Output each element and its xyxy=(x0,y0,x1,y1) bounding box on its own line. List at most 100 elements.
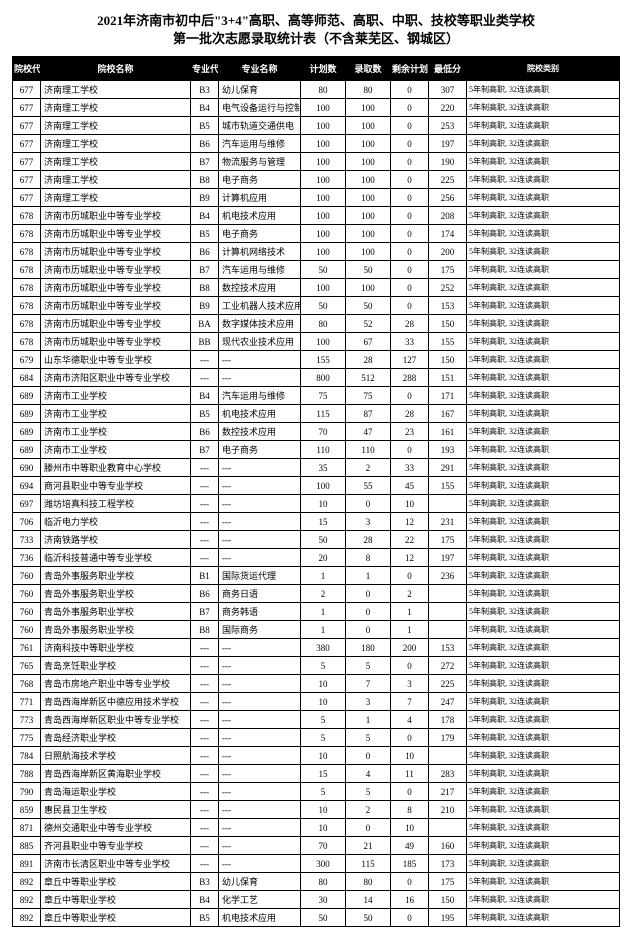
table-row: 775青岛经济职业学校------5501795年制高职, 32连读高职 xyxy=(13,729,620,747)
cell: B4 xyxy=(191,99,219,117)
header-major-code: 专业代码 xyxy=(191,57,219,81)
cell: 7 xyxy=(346,675,391,693)
cell: 济南市工业学校 xyxy=(41,423,191,441)
cell: 100 xyxy=(301,243,346,261)
table-row: 788青岛西海岸新区黄海职业学校------154112835年制高职, 32连… xyxy=(13,765,620,783)
cell: 青岛经济职业学校 xyxy=(41,729,191,747)
cell: --- xyxy=(219,801,301,819)
cell: 174 xyxy=(429,225,467,243)
cell: 87 xyxy=(346,405,391,423)
cell: 5年制高职, 32连读高职 xyxy=(467,261,620,279)
cell: 计算机网络技术 xyxy=(219,243,301,261)
cell: 180 xyxy=(346,639,391,657)
cell: 678 xyxy=(13,315,41,333)
cell: 1 xyxy=(346,711,391,729)
cell: B5 xyxy=(191,909,219,927)
cell: 10 xyxy=(391,747,429,765)
table-row: 678济南市历城职业中等专业学校B9工业机器人技术应用505001535年制高职… xyxy=(13,297,620,315)
admission-table: 院校代码 院校名称 专业代码 专业名称 计划数 录取数 剩余计划 最低分 院校类… xyxy=(12,56,620,927)
cell: 115 xyxy=(346,855,391,873)
cell: 国际货运代理 xyxy=(219,567,301,585)
cell: 0 xyxy=(391,279,429,297)
cell: 现代农业技术应用 xyxy=(219,333,301,351)
header-admit: 录取数 xyxy=(346,57,391,81)
table-row: 677济南理工学校B8电子商务10010002255年制高职, 32连读高职 xyxy=(13,171,620,189)
cell: 678 xyxy=(13,243,41,261)
header-remain: 剩余计划 xyxy=(391,57,429,81)
table-row: 859惠民县卫生学校------10282105年制高职, 32连读高职 xyxy=(13,801,620,819)
cell: 0 xyxy=(391,387,429,405)
cell: --- xyxy=(191,783,219,801)
cell: 197 xyxy=(429,549,467,567)
cell: 5年制高职, 32连读高职 xyxy=(467,351,620,369)
cell: 0 xyxy=(391,135,429,153)
cell: 章丘中等职业学校 xyxy=(41,873,191,891)
cell: 临沂科技普通中等专业学校 xyxy=(41,549,191,567)
cell: 80 xyxy=(301,873,346,891)
cell: 690 xyxy=(13,459,41,477)
cell: 5年制高职, 32连读高职 xyxy=(467,513,620,531)
cell: 52 xyxy=(346,315,391,333)
cell: 12 xyxy=(391,513,429,531)
cell: 155 xyxy=(301,351,346,369)
cell: 512 xyxy=(346,369,391,387)
cell: 892 xyxy=(13,909,41,927)
table-row: 678济南市历城职业中等专业学校B8数控技术应用10010002525年制高职,… xyxy=(13,279,620,297)
cell: 商务日语 xyxy=(219,585,301,603)
cell: 100 xyxy=(301,189,346,207)
cell: 28 xyxy=(391,315,429,333)
cell: 5年制高职, 32连读高职 xyxy=(467,279,620,297)
cell: 5年制高职, 32连读高职 xyxy=(467,585,620,603)
cell: 5年制高职, 32连读高职 xyxy=(467,747,620,765)
cell: 694 xyxy=(13,477,41,495)
cell: 100 xyxy=(346,153,391,171)
cell: 0 xyxy=(391,171,429,189)
table-row: 678济南市历城职业中等专业学校BB现代农业技术应用10067331555年制高… xyxy=(13,333,620,351)
cell: --- xyxy=(219,837,301,855)
cell: 773 xyxy=(13,711,41,729)
cell: 151 xyxy=(429,369,467,387)
cell: 12 xyxy=(391,549,429,567)
cell: 1 xyxy=(346,567,391,585)
cell: 数控技术应用 xyxy=(219,279,301,297)
cell: 200 xyxy=(429,243,467,261)
cell: 100 xyxy=(346,225,391,243)
cell: B4 xyxy=(191,387,219,405)
cell: B7 xyxy=(191,153,219,171)
cell: 0 xyxy=(391,243,429,261)
cell: --- xyxy=(219,783,301,801)
cell: 青岛外事服务职业学校 xyxy=(41,585,191,603)
cell: 济南市历城职业中等专业学校 xyxy=(41,261,191,279)
cell: 155 xyxy=(429,333,467,351)
cell: 677 xyxy=(13,153,41,171)
cell: 济南市历城职业中等专业学校 xyxy=(41,225,191,243)
cell: --- xyxy=(219,693,301,711)
cell: 5年制高职, 32连读高职 xyxy=(467,243,620,261)
cell: 10 xyxy=(301,495,346,513)
cell: 50 xyxy=(301,297,346,315)
table-row: 677济南理工学校B7物流服务与管理10010001905年制高职, 32连读高… xyxy=(13,153,620,171)
cell: 德州交通职业中等专业学校 xyxy=(41,819,191,837)
cell: 5年制高职, 32连读高职 xyxy=(467,549,620,567)
cell: B4 xyxy=(191,207,219,225)
table-row: 760青岛外事服务职业学校B8国际商务1015年制高职, 32连读高职 xyxy=(13,621,620,639)
table-row: 768青岛市房地产职业中等专业学校------10732255年制高职, 32连… xyxy=(13,675,620,693)
table-row: 771青岛西海岸新区中德应用技术学校------10372475年制高职, 32… xyxy=(13,693,620,711)
cell: 日照航海技术学校 xyxy=(41,747,191,765)
cell: 青岛烹饪职业学校 xyxy=(41,657,191,675)
cell: 167 xyxy=(429,405,467,423)
cell: 175 xyxy=(429,531,467,549)
cell: 章丘中等职业学校 xyxy=(41,909,191,927)
cell: 5年制高职, 32连读高职 xyxy=(467,693,620,711)
cell: 20 xyxy=(301,549,346,567)
cell: 济南理工学校 xyxy=(41,99,191,117)
cell: B6 xyxy=(191,423,219,441)
cell: 滕州市中等职业教育中心学校 xyxy=(41,459,191,477)
table-row: 678济南市历城职业中等专业学校B5电子商务10010001745年制高职, 3… xyxy=(13,225,620,243)
cell: 684 xyxy=(13,369,41,387)
cell: --- xyxy=(191,675,219,693)
cell: 775 xyxy=(13,729,41,747)
cell: 5 xyxy=(346,783,391,801)
table-row: 690滕州市中等职业教育中心学校------352332915年制高职, 32连… xyxy=(13,459,620,477)
cell: 化学工艺 xyxy=(219,891,301,909)
